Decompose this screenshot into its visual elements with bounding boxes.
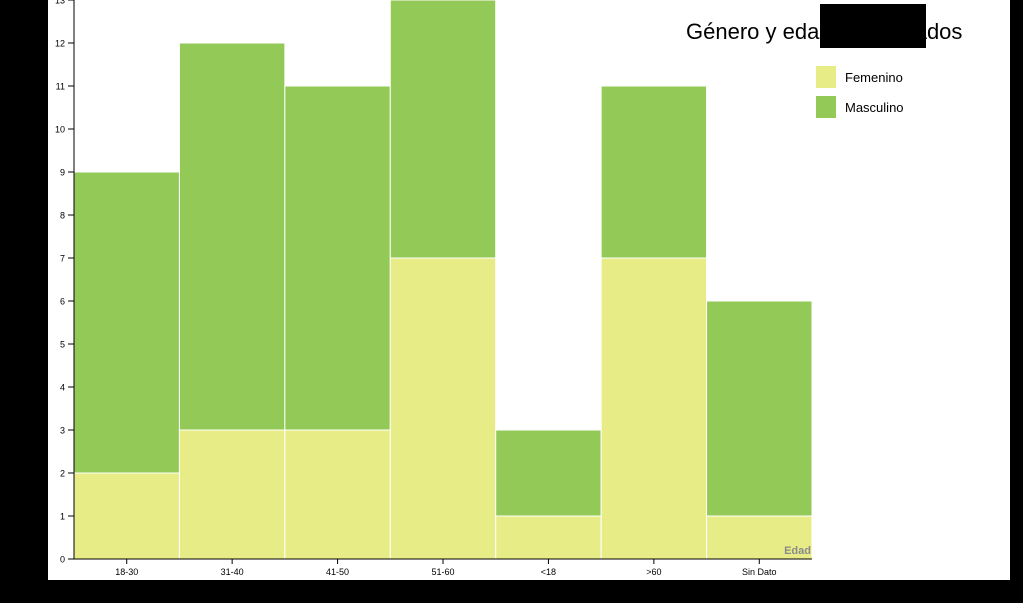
bar-femenino-2 — [284, 429, 391, 560]
bar-masculino-1 — [178, 42, 286, 431]
bar-femenino-3 — [389, 257, 497, 560]
y-tick-label-11: 11 — [56, 82, 65, 92]
bar-masculino-4 — [495, 429, 602, 517]
bar-masculino-3 — [389, 0, 497, 259]
y-tick-label-12: 12 — [55, 39, 65, 49]
y-tick-label-7: 7 — [60, 254, 65, 264]
legend-label-femenino: Femenino — [845, 69, 903, 85]
legend-swatch-masculino — [816, 96, 836, 118]
legend-item-femenino[interactable]: Femenino — [816, 66, 904, 88]
y-tick-label-3: 3 — [60, 426, 65, 436]
redaction-box — [820, 4, 926, 48]
legend-swatch-femenino — [816, 66, 836, 88]
bar-femenino-1 — [178, 429, 286, 560]
bars-layer — [73, 0, 813, 560]
y-tick-label-8: 8 — [60, 211, 65, 221]
x-tick-label-3: 51-60 — [431, 567, 454, 577]
y-tick-label-6: 6 — [60, 297, 65, 307]
bar-femenino-4 — [495, 515, 602, 560]
bar-masculino-0 — [73, 171, 180, 474]
x-tick-label-1: 31-40 — [221, 567, 244, 577]
y-tick-label-1: 1 — [60, 512, 65, 522]
x-tick-label-4: <18 — [541, 567, 556, 577]
bar-femenino-0 — [73, 472, 180, 560]
y-axis-label: Número de encuestrados — [21, 147, 48, 417]
bar-masculino-6 — [706, 300, 813, 517]
x-axis-label: Edad — [784, 545, 811, 557]
x-tick-label-0: 18-30 — [115, 567, 138, 577]
x-tick-label-2: 41-50 — [326, 567, 349, 577]
legend-item-masculino[interactable]: Masculino — [816, 96, 904, 118]
y-tick-label-13: 13 — [55, 0, 65, 6]
bar-masculino-5 — [600, 85, 708, 259]
legend-label-masculino: Masculino — [845, 99, 904, 115]
x-tick-label-6: Sin Dato — [742, 567, 777, 577]
y-tick-label-5: 5 — [60, 340, 65, 350]
y-tick-label-2: 2 — [60, 469, 65, 479]
y-tick-label-10: 10 — [55, 125, 65, 135]
y-tick-label-4: 4 — [60, 383, 65, 393]
bar-femenino-5 — [600, 257, 708, 560]
bar-masculino-2 — [284, 85, 391, 431]
y-tick-label-9: 9 — [60, 168, 65, 178]
x-tick-label-5: >60 — [646, 567, 661, 577]
y-tick-label-0: 0 — [60, 555, 65, 565]
legend: Femenino Masculino — [816, 66, 904, 126]
bar-femenino-6 — [706, 515, 813, 560]
